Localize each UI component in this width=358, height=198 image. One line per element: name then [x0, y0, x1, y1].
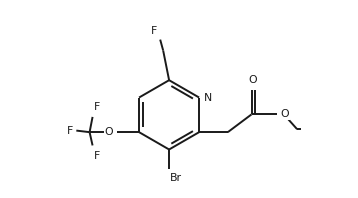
Text: N: N: [203, 92, 212, 103]
Text: O: O: [248, 75, 257, 85]
Text: F: F: [93, 102, 100, 112]
Text: F: F: [93, 150, 100, 161]
Text: Br: Br: [170, 173, 182, 183]
Text: O: O: [105, 127, 113, 137]
Text: F: F: [151, 26, 158, 36]
Text: F: F: [67, 126, 73, 136]
Text: O: O: [280, 109, 289, 119]
